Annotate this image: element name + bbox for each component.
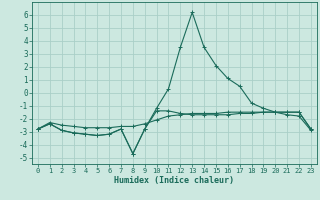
X-axis label: Humidex (Indice chaleur): Humidex (Indice chaleur) (115, 176, 234, 185)
